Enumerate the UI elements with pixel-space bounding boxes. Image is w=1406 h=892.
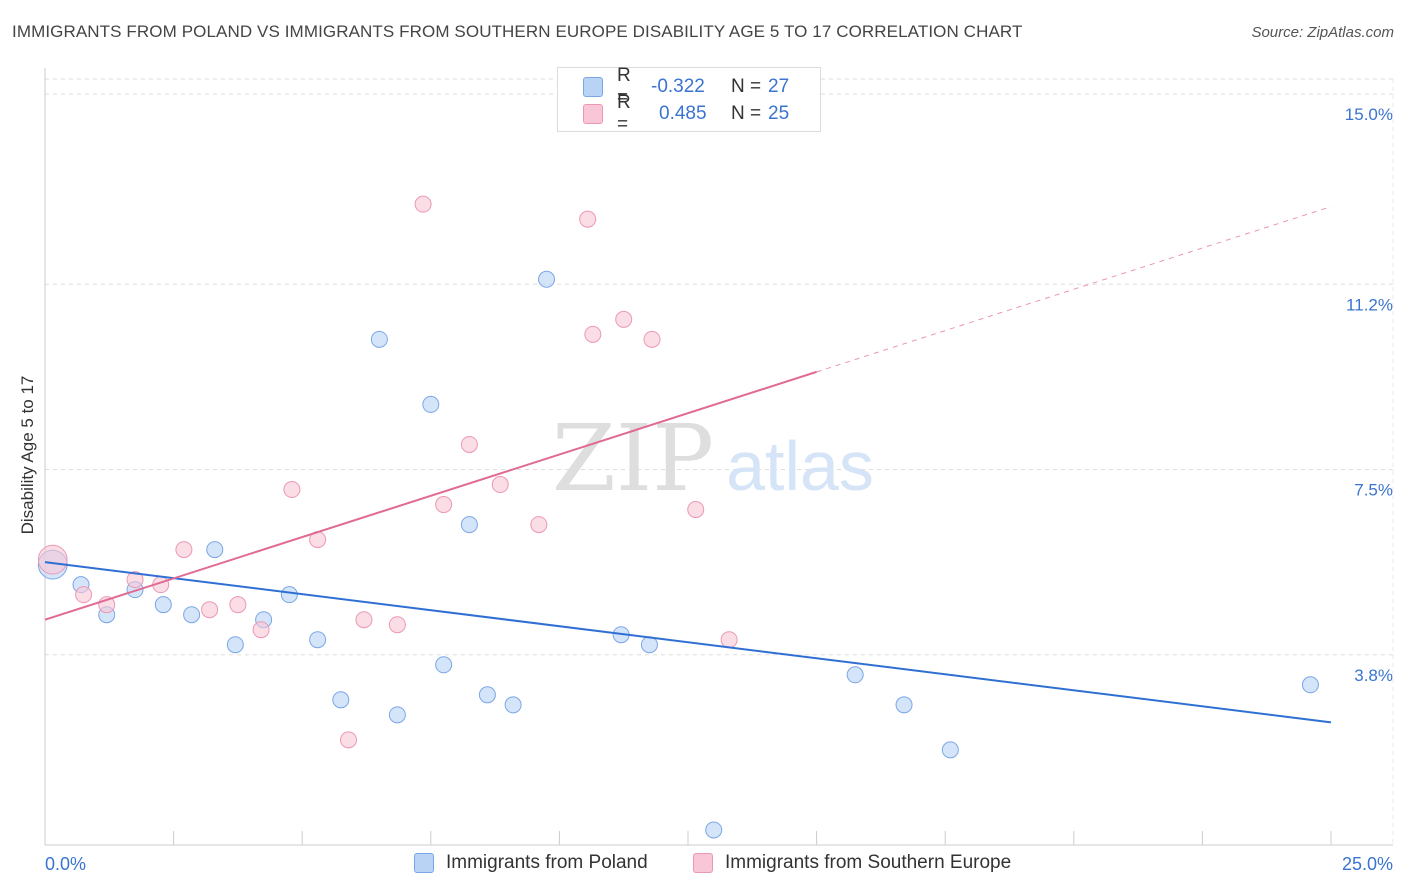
poland-point: [941, 741, 959, 759]
southern-point: [584, 325, 602, 343]
poland-point: [370, 330, 388, 348]
tick-label-layer: 3.8% 7.5% 11.2% 15.0% 0.0% 25.0%: [45, 105, 1393, 874]
grid-layer: [45, 78, 1393, 656]
southern-legend-label: Immigrants from Southern Europe: [725, 852, 1012, 873]
poland-point: [435, 656, 453, 674]
poland-point: [895, 696, 913, 714]
southern-point: [720, 631, 738, 649]
southern-n-value: 25: [768, 103, 790, 124]
southern-point: [388, 616, 406, 634]
chart-title: IMMIGRANTS FROM POLAND VS IMMIGRANTS FRO…: [12, 22, 1023, 41]
poland-trend-line: [44, 561, 1332, 724]
watermark-zip: ZIP: [552, 405, 714, 512]
poland-point: [206, 541, 224, 559]
poland-point: [422, 395, 440, 413]
poland-point: [280, 586, 298, 604]
correlation-legend: R = -0.322 N = 27 R = 0.485 N = 25: [557, 65, 821, 135]
x-tick-label: 0.0%: [45, 854, 86, 874]
poland-swatch: [583, 77, 603, 97]
watermark-atlas: atlas: [726, 427, 874, 505]
poland-legend-swatch: [414, 853, 434, 873]
poland-point: [154, 596, 172, 614]
trend-layer: [44, 206, 1332, 724]
x-tick-label: 25.0%: [1342, 854, 1393, 874]
poland-point: [640, 636, 658, 654]
poland-n-label: N =: [731, 76, 762, 97]
legend-row-southern: R = 0.485 N = 25: [583, 92, 790, 135]
poland-point: [183, 606, 201, 624]
southern-r-value: 0.485: [659, 103, 707, 124]
poland-r-value: -0.322: [651, 76, 705, 97]
southern-n-label: N =: [731, 103, 762, 124]
poland-point: [538, 270, 556, 288]
southern-point: [37, 544, 68, 575]
poland-point: [478, 686, 496, 704]
southern-point: [201, 601, 219, 619]
southern-point: [643, 330, 661, 348]
southern-point: [687, 501, 705, 519]
southern-trend-line: [44, 370, 817, 621]
southern-point: [491, 476, 509, 494]
poland-point: [705, 821, 723, 839]
southern-point: [339, 731, 357, 749]
y-tick-label: 11.2%: [1346, 295, 1393, 314]
poland-point: [1301, 676, 1319, 694]
legend-row-poland: R = -0.322 N = 27: [583, 65, 790, 108]
southern-point: [229, 596, 247, 614]
southern-legend-swatch: [693, 853, 713, 873]
y-tick-label: 15.0%: [1345, 105, 1393, 124]
southern-trend-extension: [816, 206, 1332, 373]
y-axis-title: Disability Age 5 to 17: [18, 375, 37, 535]
poland-point: [846, 666, 864, 684]
series-legend: Immigrants from Poland Immigrants from S…: [0, 852, 1406, 876]
southern-point: [126, 571, 144, 589]
southern-point: [414, 195, 432, 213]
legend-item-poland: Immigrants from Poland: [414, 852, 648, 874]
chart-source: Source: ZipAtlas.com: [1251, 24, 1394, 41]
poland-r-label: R =: [617, 65, 631, 108]
southern-point: [175, 541, 193, 559]
poland-point: [332, 691, 350, 709]
southern-point: [252, 621, 270, 639]
poland-n-value: 27: [768, 76, 790, 97]
southern-point: [435, 496, 453, 514]
legend-item-southern: Immigrants from Southern Europe: [693, 852, 1011, 874]
southern-point: [75, 586, 93, 604]
southern-point: [283, 481, 301, 499]
poland-point: [226, 636, 244, 654]
y-tick-label: 3.8%: [1354, 666, 1393, 685]
southern-point: [615, 310, 633, 328]
southern-swatch: [583, 104, 603, 124]
southern-point: [355, 611, 373, 629]
axis-layer: [44, 68, 1394, 846]
southern-r-label: R =: [617, 92, 631, 135]
southern-point: [460, 435, 478, 453]
poland-legend-label: Immigrants from Poland: [446, 852, 648, 873]
y-tick-label: 7.5%: [1354, 481, 1393, 500]
points-layer: [37, 195, 1319, 839]
poland-point: [460, 516, 478, 534]
southern-point: [530, 516, 548, 534]
southern-point: [579, 210, 597, 228]
poland-point: [388, 706, 406, 724]
poland-point: [309, 631, 327, 649]
watermark: ZIP atlas: [552, 405, 874, 512]
poland-point: [504, 696, 522, 714]
